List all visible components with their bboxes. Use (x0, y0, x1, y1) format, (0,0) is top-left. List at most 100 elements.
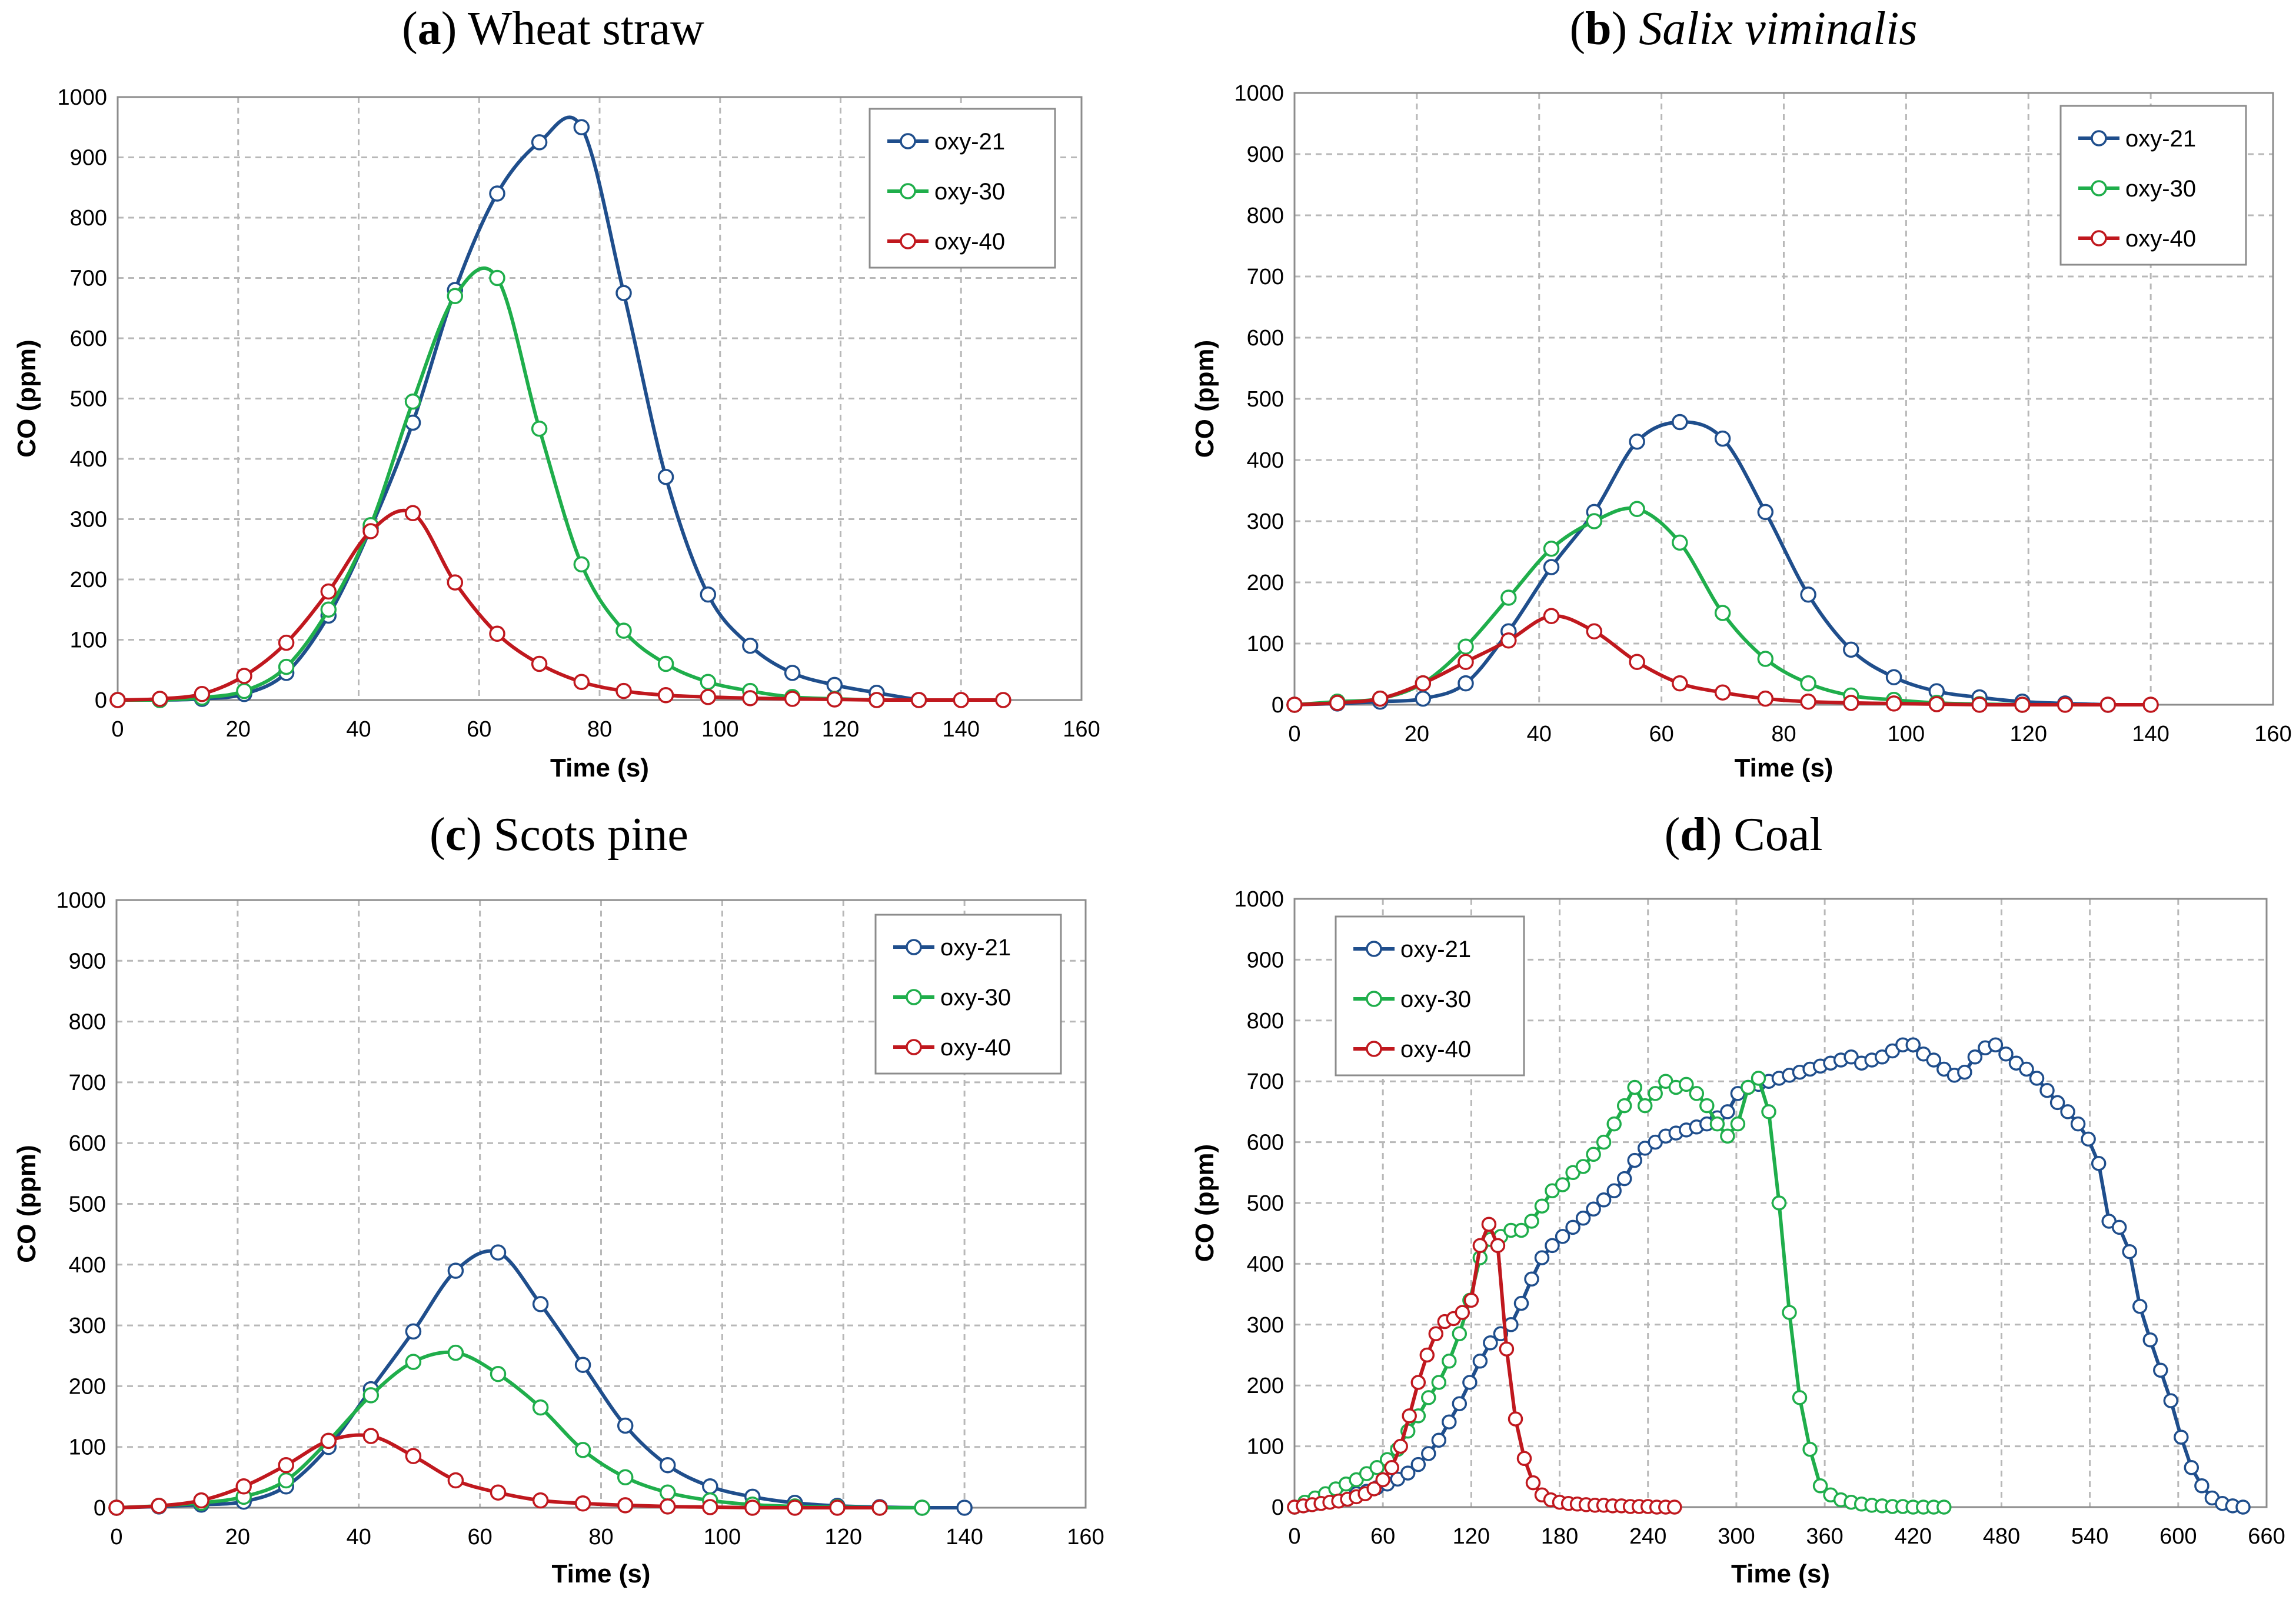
data-point (1421, 1446, 1436, 1461)
legend-swatch-marker (2091, 130, 2107, 146)
y-tick-label: 300 (69, 1314, 106, 1338)
y-tick-label: 500 (70, 387, 107, 412)
data-point (1499, 1341, 1515, 1357)
legend-swatch-marker (1366, 1041, 1382, 1057)
y-tick-label: 1000 (1234, 81, 1284, 106)
y-tick-label: 0 (1272, 1495, 1284, 1520)
data-point (1369, 1460, 1385, 1475)
x-axis-label: Time (s) (1731, 1559, 1830, 1588)
data-point (1500, 589, 1517, 606)
data-point (2142, 1332, 2158, 1348)
y-tick-label: 400 (69, 1253, 106, 1278)
data-point (531, 655, 548, 672)
y-tick-label: 100 (69, 1435, 106, 1460)
data-point (742, 690, 758, 706)
data-point (700, 689, 717, 705)
data-point (2070, 1116, 2086, 1132)
data-point (1428, 1326, 1444, 1342)
data-point (1629, 654, 1645, 670)
data-point (1513, 1295, 1529, 1311)
data-point (1782, 1305, 1797, 1320)
y-tick-label: 900 (70, 146, 107, 171)
chart-title-letter: c (445, 809, 467, 861)
y-tick-label: 700 (69, 1071, 106, 1095)
data-point (1757, 504, 1774, 521)
y-tick-label: 0 (94, 1496, 106, 1521)
data-point (278, 1472, 294, 1489)
series-oxy-21 (109, 115, 927, 708)
y-tick-label: 1000 (56, 888, 106, 913)
data-point (742, 638, 758, 654)
data-point (702, 1499, 718, 1515)
data-point (784, 665, 801, 681)
chart-title-text: Salix viminalis (1639, 3, 1917, 55)
x-tick-label: 100 (704, 1525, 741, 1549)
x-tick-label: 160 (2254, 722, 2291, 746)
legend-swatch-marker (2091, 230, 2107, 246)
legend-item-oxy-21: oxy-21 (887, 129, 1005, 155)
data-point (447, 1262, 464, 1279)
data-point (659, 1484, 676, 1501)
data-point (193, 1492, 209, 1509)
data-point (532, 1399, 549, 1416)
y-tick-label: 300 (1247, 1313, 1284, 1338)
data-point (490, 1244, 507, 1261)
legend-item-oxy-30: oxy-30 (2078, 176, 2196, 202)
y-tick-label: 500 (1247, 1191, 1284, 1216)
x-tick-label: 120 (825, 1525, 862, 1549)
data-point (447, 574, 464, 591)
x-tick-label: 120 (822, 717, 859, 742)
data-point (617, 1497, 634, 1514)
data-point (574, 1442, 591, 1458)
data-point (404, 505, 421, 522)
legend-swatch-marker (906, 939, 922, 955)
legend-swatch-marker (900, 233, 916, 249)
data-point (1720, 1104, 1735, 1119)
data-point (617, 1469, 634, 1486)
y-tick-label: 600 (1247, 326, 1284, 351)
chart-panel-b: (b) Salix viminalis010020030040050060070… (1190, 3, 2292, 782)
y-axis-label: CO (ppm) (12, 339, 41, 457)
y-tick-label: 400 (1247, 448, 1284, 473)
legend-item-oxy-21: oxy-21 (893, 935, 1011, 961)
data-point (2049, 1095, 2065, 1111)
data-point (826, 691, 843, 708)
data-point (1410, 1457, 1426, 1472)
x-tick-label: 40 (346, 717, 371, 742)
data-point (1508, 1411, 1523, 1427)
data-point (278, 634, 295, 651)
data-point (1757, 690, 1774, 707)
legend-item-oxy-30: oxy-30 (893, 985, 1011, 1011)
data-point (362, 1387, 380, 1404)
data-point (1458, 675, 1474, 692)
x-tick-label: 360 (1806, 1524, 1843, 1549)
y-tick-label: 500 (1247, 387, 1284, 412)
data-point (1431, 1432, 1447, 1448)
data-point (617, 1417, 634, 1434)
y-tick-label: 800 (69, 1010, 106, 1035)
y-tick-label: 700 (70, 266, 107, 291)
legend-label: oxy-30 (1400, 987, 1471, 1012)
data-point (1458, 638, 1474, 655)
data-point (953, 692, 970, 708)
x-tick-label: 140 (2132, 722, 2169, 746)
chart-title: (d) Coal (1665, 809, 1823, 861)
data-point (1606, 1116, 1622, 1132)
data-point (1393, 1438, 1408, 1454)
x-tick-label: 80 (587, 717, 612, 742)
data-point (1885, 695, 1902, 712)
data-point (489, 185, 505, 202)
data-point (1629, 434, 1645, 450)
data-point (1472, 1238, 1488, 1254)
data-point (1575, 1159, 1591, 1174)
data-point (151, 1498, 167, 1514)
data-point (1629, 501, 1645, 517)
data-point (490, 1484, 507, 1501)
data-point (532, 1492, 549, 1509)
y-tick-label: 800 (1247, 204, 1284, 228)
chart-title-letter: b (1585, 3, 1612, 55)
y-tick-label: 600 (70, 326, 107, 351)
data-point (1442, 1354, 1457, 1369)
chart-panel-d: (d) Coal01002003004005006007008009001000… (1190, 809, 2285, 1588)
legend-label: oxy-40 (1400, 1037, 1471, 1062)
